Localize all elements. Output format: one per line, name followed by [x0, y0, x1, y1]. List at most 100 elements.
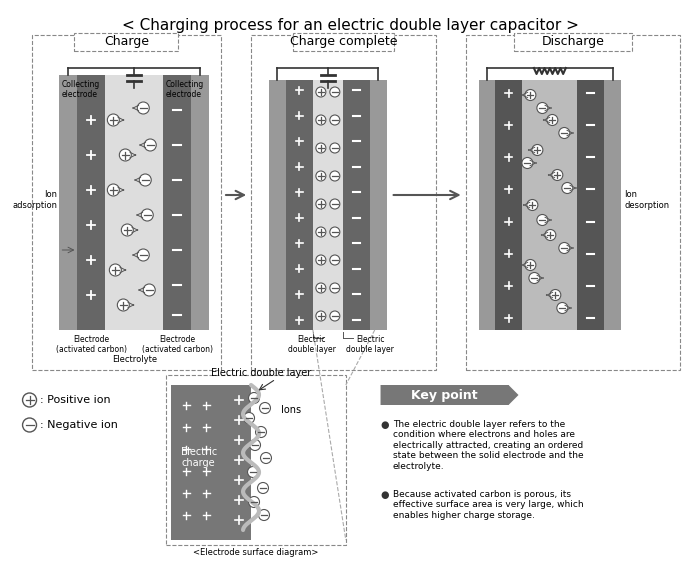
Text: Ions: Ions [281, 405, 301, 415]
Circle shape [525, 259, 536, 271]
Text: Ion
desorption: Ion desorption [624, 190, 669, 210]
Bar [466, 35, 680, 370]
Circle shape [260, 402, 270, 413]
Bar [60, 75, 78, 330]
Bar [269, 80, 286, 330]
Bar [74, 33, 178, 51]
Circle shape [330, 283, 340, 293]
Circle shape [22, 418, 36, 432]
Circle shape [552, 170, 563, 181]
Circle shape [562, 182, 573, 194]
Text: Electrode
(activated carbon): Electrode (activated carbon) [56, 335, 127, 354]
Bar [343, 80, 370, 330]
Text: : Negative ion: : Negative ion [39, 420, 118, 430]
Circle shape [141, 209, 153, 221]
Circle shape [22, 393, 36, 407]
Bar [578, 80, 604, 330]
Circle shape [330, 143, 340, 153]
Circle shape [248, 466, 258, 477]
Circle shape [316, 227, 326, 237]
Circle shape [118, 299, 130, 311]
Bar [522, 80, 578, 330]
Circle shape [316, 283, 326, 293]
Circle shape [248, 497, 260, 507]
Circle shape [119, 149, 132, 161]
Text: Charge: Charge [104, 36, 149, 48]
Text: Collecting
electrode: Collecting electrode [165, 80, 204, 99]
Circle shape [545, 230, 556, 241]
Text: Because activated carbon is porous, its
effective surface area is very large, wh: Because activated carbon is porous, its … [393, 490, 583, 520]
Text: < Charging process for an electric double layer capacitor >: < Charging process for an electric doubl… [122, 18, 579, 33]
Circle shape [330, 171, 340, 181]
Circle shape [527, 199, 538, 210]
Circle shape [144, 139, 156, 151]
Text: : Positive ion: : Positive ion [39, 395, 110, 405]
Text: The electric double layer refers to the
condition where electrons and holes are
: The electric double layer refers to the … [393, 420, 583, 470]
Bar [286, 80, 313, 330]
Circle shape [559, 243, 570, 254]
Text: Electrolyte: Electrolyte [112, 355, 157, 364]
Circle shape [316, 143, 326, 153]
Bar [172, 385, 251, 540]
Text: <Electrode surface diagram>: <Electrode surface diagram> [193, 548, 318, 557]
Circle shape [256, 427, 267, 437]
Circle shape [330, 255, 340, 265]
Circle shape [316, 199, 326, 209]
Circle shape [121, 224, 133, 236]
Bar [293, 33, 394, 51]
Circle shape [249, 440, 260, 451]
Text: Electric double layer: Electric double layer [211, 368, 311, 378]
Circle shape [330, 199, 340, 209]
Circle shape [537, 103, 548, 114]
Text: Key point: Key point [412, 388, 478, 402]
Circle shape [109, 264, 121, 276]
Circle shape [532, 145, 543, 156]
Bar [251, 35, 435, 370]
Circle shape [525, 90, 536, 100]
Circle shape [258, 483, 269, 493]
Circle shape [258, 510, 270, 521]
Text: Charge complete: Charge complete [290, 36, 397, 48]
Circle shape [137, 249, 149, 261]
Text: Electric
double layer: Electric double layer [346, 335, 394, 354]
Bar [166, 375, 346, 545]
Circle shape [330, 311, 340, 321]
Text: Electrode
(activated carbon): Electrode (activated carbon) [141, 335, 213, 354]
Text: Electric
double layer: Electric double layer [288, 335, 336, 354]
Circle shape [248, 392, 260, 403]
Bar [313, 80, 343, 330]
Circle shape [316, 87, 326, 97]
Circle shape [522, 157, 533, 168]
Bar [479, 80, 496, 330]
Circle shape [316, 255, 326, 265]
Circle shape [547, 114, 558, 125]
Text: Collecting
electrode: Collecting electrode [62, 80, 99, 99]
Circle shape [244, 413, 255, 423]
Bar [604, 80, 621, 330]
Text: Discharge: Discharge [541, 36, 604, 48]
Circle shape [330, 87, 340, 97]
Circle shape [137, 102, 149, 114]
Bar [106, 75, 163, 330]
Bar [32, 35, 221, 370]
Circle shape [316, 115, 326, 125]
Circle shape [529, 272, 540, 283]
Bar [370, 80, 386, 330]
FancyBboxPatch shape [381, 385, 508, 405]
Text: ●: ● [381, 490, 389, 500]
Circle shape [316, 171, 326, 181]
Circle shape [139, 174, 151, 186]
Circle shape [550, 290, 561, 300]
Circle shape [144, 284, 155, 296]
Bar [78, 75, 106, 330]
Bar [496, 80, 522, 330]
Bar [191, 75, 209, 330]
Text: ●: ● [381, 420, 389, 430]
Bar [163, 75, 191, 330]
Text: Ion
adsorption: Ion adsorption [13, 190, 57, 210]
Circle shape [260, 452, 272, 463]
Circle shape [559, 128, 570, 139]
Text: Electric
charge: Electric charge [181, 447, 218, 468]
Bar [514, 33, 632, 51]
Circle shape [330, 227, 340, 237]
